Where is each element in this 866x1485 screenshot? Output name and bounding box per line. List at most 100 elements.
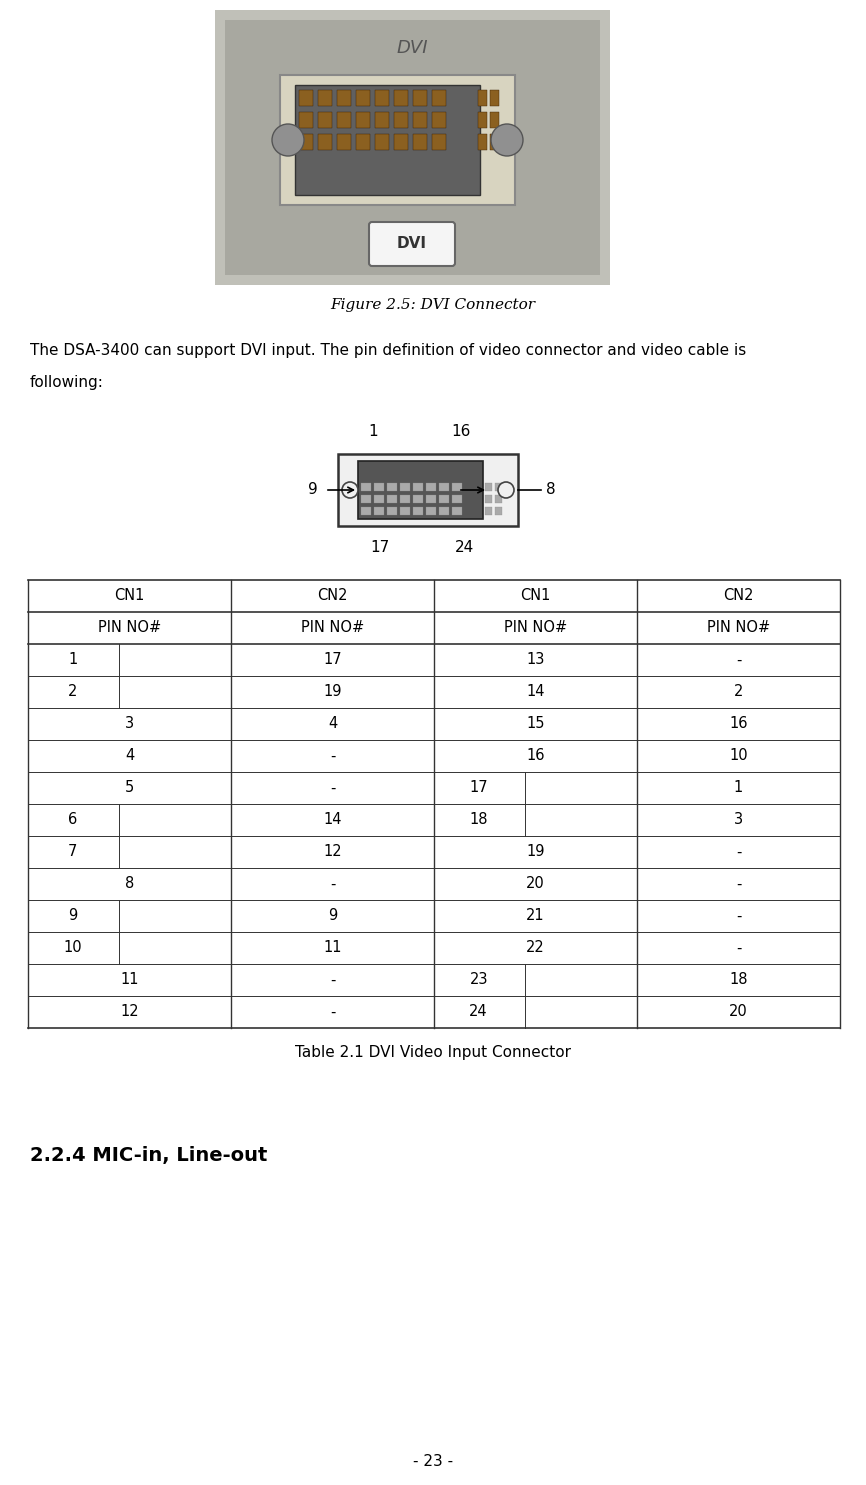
Text: PIN NO#: PIN NO# [98,621,161,636]
Text: 7: 7 [68,845,77,860]
Text: 19: 19 [323,685,342,699]
Text: 1: 1 [368,425,378,440]
Text: 20: 20 [729,1004,748,1020]
Text: 16: 16 [451,425,471,440]
Text: CN2: CN2 [317,588,348,603]
Bar [215,10,610,285]
Bar [439,495,449,503]
Bar [400,483,410,492]
Bar [318,91,332,105]
Text: 8: 8 [125,876,134,891]
Bar [280,76,515,205]
Text: 10: 10 [63,940,82,955]
Bar [337,134,351,150]
Bar [478,91,487,105]
Text: PIN NO#: PIN NO# [707,621,770,636]
Bar [485,495,492,503]
Text: PIN NO#: PIN NO# [301,621,364,636]
Text: -: - [330,973,335,988]
Bar [394,134,408,150]
Bar [394,91,408,105]
Bar [356,111,370,128]
Text: 2: 2 [68,685,77,699]
Bar [358,460,483,518]
Text: 24: 24 [456,541,475,555]
Text: -: - [736,940,741,955]
Text: 15: 15 [527,716,545,732]
Text: 18: 18 [469,812,488,827]
Bar [299,111,313,128]
Bar [356,91,370,105]
Bar [387,495,397,503]
Bar [426,506,436,515]
Bar [375,91,389,105]
Text: 3: 3 [734,812,743,827]
Text: - 23 -: - 23 - [413,1454,453,1470]
Text: 17: 17 [323,652,342,667]
Text: 8: 8 [546,483,556,497]
Text: 12: 12 [323,845,342,860]
Bar [295,85,480,195]
Bar [495,483,502,492]
Circle shape [491,125,523,156]
Text: 16: 16 [527,748,545,763]
Bar [452,506,462,515]
Text: 20: 20 [527,876,545,891]
Bar [400,495,410,503]
Bar [432,91,446,105]
Text: 14: 14 [527,685,545,699]
Bar [485,483,492,492]
Text: 14: 14 [323,812,342,827]
Text: 10: 10 [729,748,748,763]
Bar [361,483,371,492]
Bar [318,111,332,128]
Bar [374,495,384,503]
Bar [374,506,384,515]
Bar [432,111,446,128]
Text: 17: 17 [371,541,390,555]
Text: 9: 9 [68,909,77,924]
Text: PIN NO#: PIN NO# [504,621,567,636]
Bar [338,454,518,526]
Text: -: - [330,876,335,891]
FancyBboxPatch shape [369,221,455,266]
Circle shape [342,483,358,497]
Text: CN1: CN1 [520,588,551,603]
Text: -: - [330,748,335,763]
Bar [439,483,449,492]
Bar [361,506,371,515]
Bar [490,111,499,128]
Text: -: - [736,845,741,860]
Bar [400,506,410,515]
Text: 9: 9 [328,909,337,924]
Text: -: - [736,876,741,891]
Bar [490,134,499,150]
Text: 4: 4 [328,716,337,732]
Text: Table 2.1 DVI Video Input Connector: Table 2.1 DVI Video Input Connector [295,1044,571,1059]
Bar [299,91,313,105]
Bar [452,495,462,503]
Text: -: - [330,781,335,796]
Text: 13: 13 [527,652,545,667]
Text: Figure 2.5: DVI Connector: Figure 2.5: DVI Connector [331,298,535,312]
Text: The DSA-3400 can support DVI input. The pin definition of video connector and vi: The DSA-3400 can support DVI input. The … [30,343,746,358]
Bar [413,483,423,492]
Text: 6: 6 [68,812,77,827]
Text: DVI: DVI [397,39,428,56]
Text: CN1: CN1 [114,588,145,603]
Text: 9: 9 [308,483,318,497]
Bar [495,495,502,503]
Bar [413,91,427,105]
Text: 1: 1 [734,781,743,796]
Bar [374,483,384,492]
Bar [361,495,371,503]
Bar [452,483,462,492]
Bar [426,495,436,503]
Bar [478,134,487,150]
Bar [337,91,351,105]
Bar [375,134,389,150]
Text: -: - [330,1004,335,1020]
Bar [478,111,487,128]
Text: 24: 24 [469,1004,488,1020]
Text: 12: 12 [120,1004,139,1020]
